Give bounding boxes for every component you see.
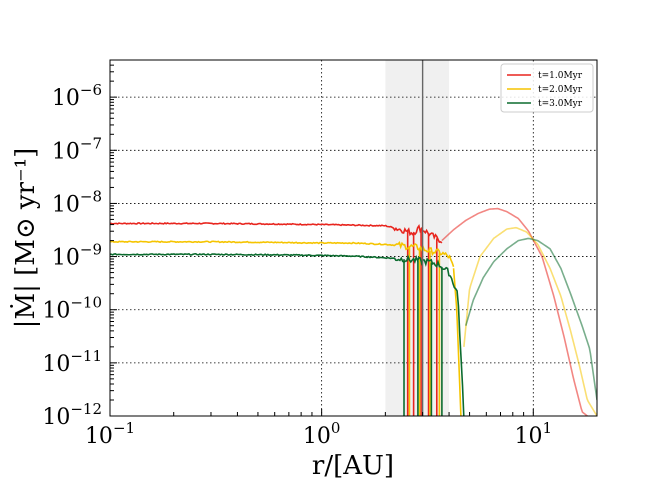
legend-label: t=2.0Myr [538, 85, 583, 95]
y-tick-label: 10−7 [52, 134, 102, 164]
legend-label: t=3.0Myr [538, 99, 583, 109]
series-line-dip [452, 268, 462, 416]
series-3 [110, 237, 597, 416]
legend-box [500, 63, 594, 113]
y-axis-label: |Ṁ| [M⊙ yr⁻¹] [10, 148, 41, 329]
legend-label: t=1.0Myr [538, 71, 583, 81]
series-line-outer [463, 226, 597, 416]
series-2 [110, 226, 597, 416]
series-line-outer [441, 207, 588, 416]
x-axis-label: r/[AU] [312, 451, 394, 481]
series-line-inner [110, 240, 455, 268]
x-tick-label: 100 [303, 419, 341, 449]
plot-frame [109, 59, 598, 417]
series-line-inner [110, 253, 465, 416]
series-line-inner [110, 222, 443, 244]
series-line-outer [465, 237, 597, 401]
